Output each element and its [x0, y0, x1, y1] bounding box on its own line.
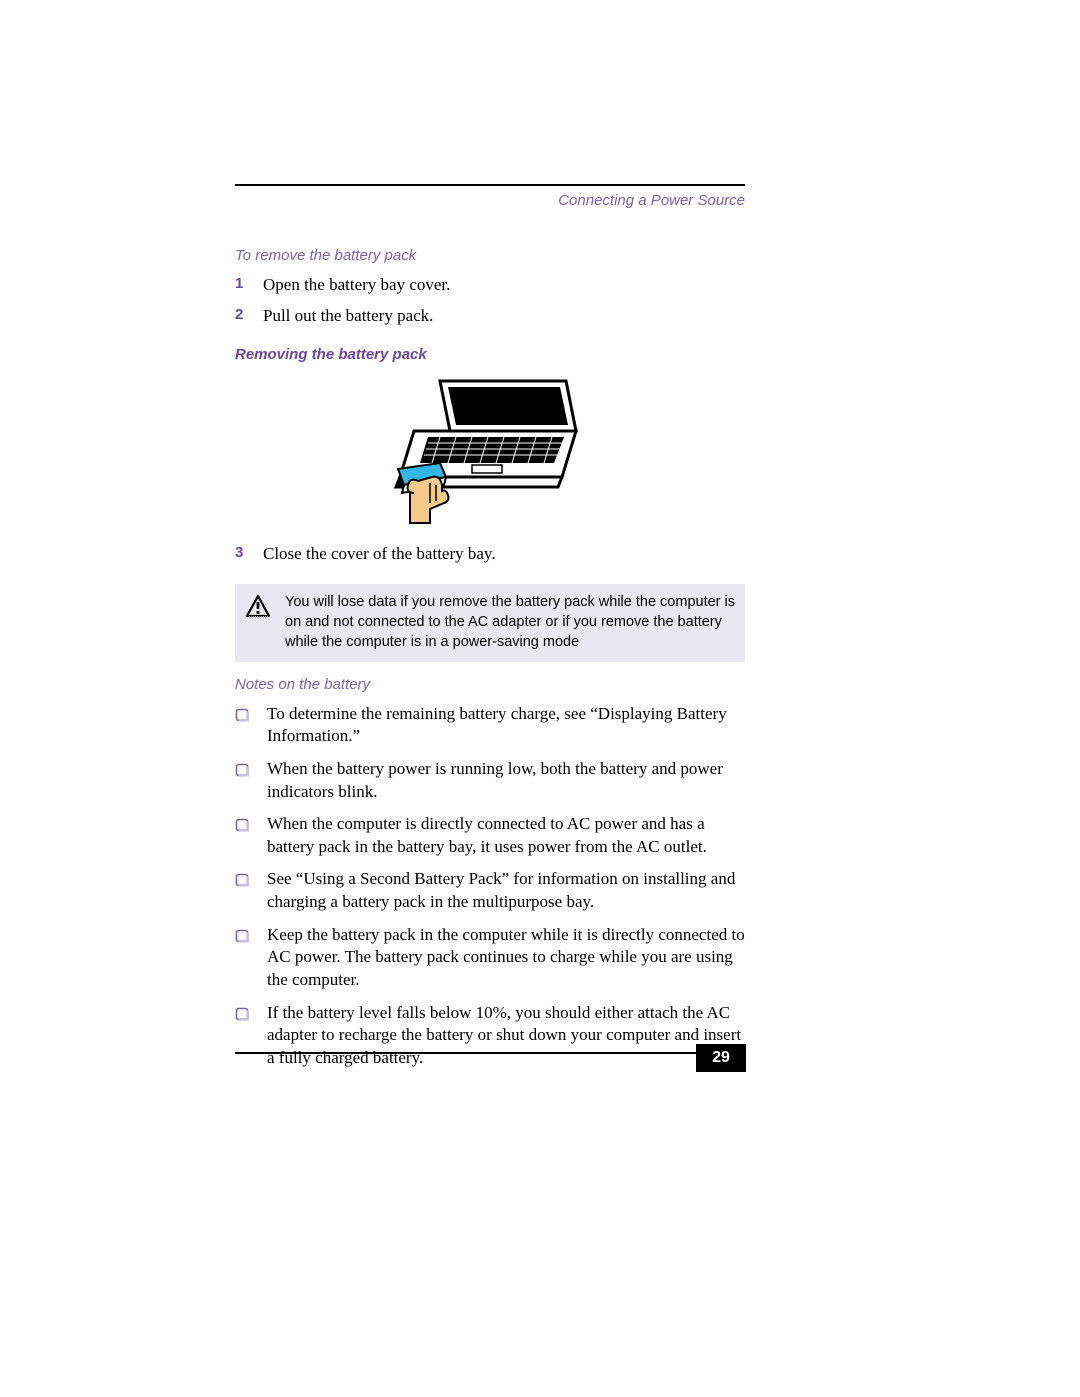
list-item-text: To determine the remaining battery charg…: [267, 704, 727, 746]
section-heading-notes: Notes on the battery: [235, 676, 745, 693]
section-heading-remove: To remove the battery pack: [235, 247, 745, 264]
step-item: Pull out the battery pack.: [235, 305, 745, 328]
steps-list-b: Close the cover of the battery bay.: [235, 543, 745, 566]
manual-page: Connecting a Power Source To remove the …: [235, 184, 745, 1079]
warning-icon: [245, 594, 271, 623]
list-item-text: When the computer is directly connected …: [267, 814, 707, 856]
list-item-text: When the battery power is running low, b…: [267, 759, 723, 801]
checkbox-bullet-icon: [235, 706, 249, 729]
warning-text: You will lose data if you remove the bat…: [285, 592, 735, 652]
notes-list: To determine the remaining battery charg…: [235, 703, 745, 1070]
checkbox-bullet-icon: [235, 927, 249, 950]
list-item-text: If the battery level falls below 10%, yo…: [267, 1003, 741, 1067]
list-item: To determine the remaining battery charg…: [235, 703, 745, 748]
list-item: When the computer is directly connected …: [235, 813, 745, 858]
list-item-text: Keep the battery pack in the computer wh…: [267, 925, 745, 989]
chapter-title: Connecting a Power Source: [235, 192, 745, 209]
warning-box: You will lose data if you remove the bat…: [235, 584, 745, 662]
illustration-remove-battery: [235, 373, 745, 533]
list-item: If the battery level falls below 10%, yo…: [235, 1002, 745, 1070]
rule-bottom: [235, 1052, 745, 1054]
figure-caption: Removing the battery pack: [235, 346, 745, 363]
list-item: Keep the battery pack in the computer wh…: [235, 924, 745, 992]
rule-top: [235, 184, 745, 186]
list-item: See “Using a Second Battery Pack” for in…: [235, 868, 745, 913]
page-number: 29: [696, 1044, 746, 1072]
footer-rule-wrap: [235, 1052, 745, 1054]
step-item: Open the battery bay cover.: [235, 274, 745, 297]
checkbox-bullet-icon: [235, 816, 249, 839]
list-item: When the battery power is running low, b…: [235, 758, 745, 803]
checkbox-bullet-icon: [235, 761, 249, 784]
list-item-text: See “Using a Second Battery Pack” for in…: [267, 869, 735, 911]
step-item: Close the cover of the battery bay.: [235, 543, 745, 566]
checkbox-bullet-icon: [235, 871, 249, 894]
steps-list-a: Open the battery bay cover. Pull out the…: [235, 274, 745, 328]
checkbox-bullet-icon: [235, 1005, 249, 1028]
laptop-battery-illustration-icon: [380, 373, 600, 528]
